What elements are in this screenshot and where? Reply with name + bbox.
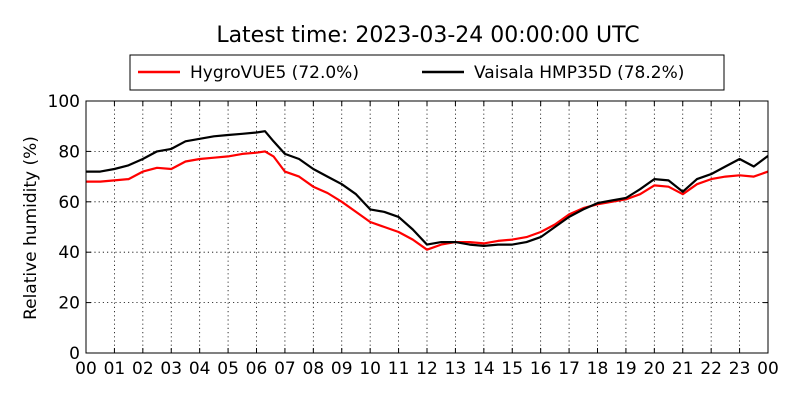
x-axis-ticks: 00 01 02 03 04 05 06 07 08 09 10 11 12 13 14 15 16 17 18 19… [75,101,779,379]
x-tick-label: 16 [530,359,552,379]
x-tick-label: 15 [501,359,523,379]
y-tick-label: 100 [48,92,80,112]
legend: HygroVUE5 (72.0%) Vaisala HMP35D (78.2%) [129,54,725,91]
series-line-vaisala [86,130,769,247]
x-tick-label: 13 [445,359,467,379]
legend-label-vaisala: Vaisala HMP35D (78.2%) [474,63,684,83]
x-tick-label: 06 [246,359,268,379]
y-tick-label: 0 [69,344,80,364]
y-axis-ticks: 0 20 40 60 80 100 [48,92,768,364]
x-tick-label: 07 [274,359,296,379]
x-tick-label: 03 [160,359,182,379]
grid-lines [86,101,768,353]
x-tick-label: 00 [75,359,97,379]
x-tick-label: 12 [416,359,438,379]
x-tick-label: 18 [587,359,609,379]
y-tick-label: 60 [58,193,80,213]
legend-label-hygrovue5: HygroVUE5 (72.0%) [190,63,359,83]
y-tick-label: 80 [58,142,80,162]
x-tick-label: 05 [217,359,239,379]
x-tick-label: 02 [132,359,154,379]
x-tick-label: 19 [615,359,637,379]
data-series [86,130,769,251]
x-tick-label: 23 [729,359,751,379]
x-tick-label: 04 [189,359,211,379]
x-tick-label: 09 [331,359,353,379]
x-tick-label: 11 [388,359,410,379]
x-tick-label: 17 [558,359,580,379]
x-tick-label: 20 [644,359,666,379]
chart-title: Latest time: 2023-03-24 00:00:00 UTC [216,23,639,48]
x-tick-label: 01 [104,359,126,379]
y-tick-label: 40 [58,243,80,263]
x-tick-label: 00 [757,359,779,379]
x-tick-label: 08 [303,359,325,379]
y-axis-label: Relative humidity (%) [21,136,41,320]
series-line-hygrovue5 [86,150,769,251]
x-tick-label: 10 [359,359,381,379]
y-tick-label: 20 [58,294,80,314]
x-tick-label: 22 [700,359,722,379]
x-tick-label: 14 [473,359,495,379]
x-tick-label: 21 [672,359,694,379]
